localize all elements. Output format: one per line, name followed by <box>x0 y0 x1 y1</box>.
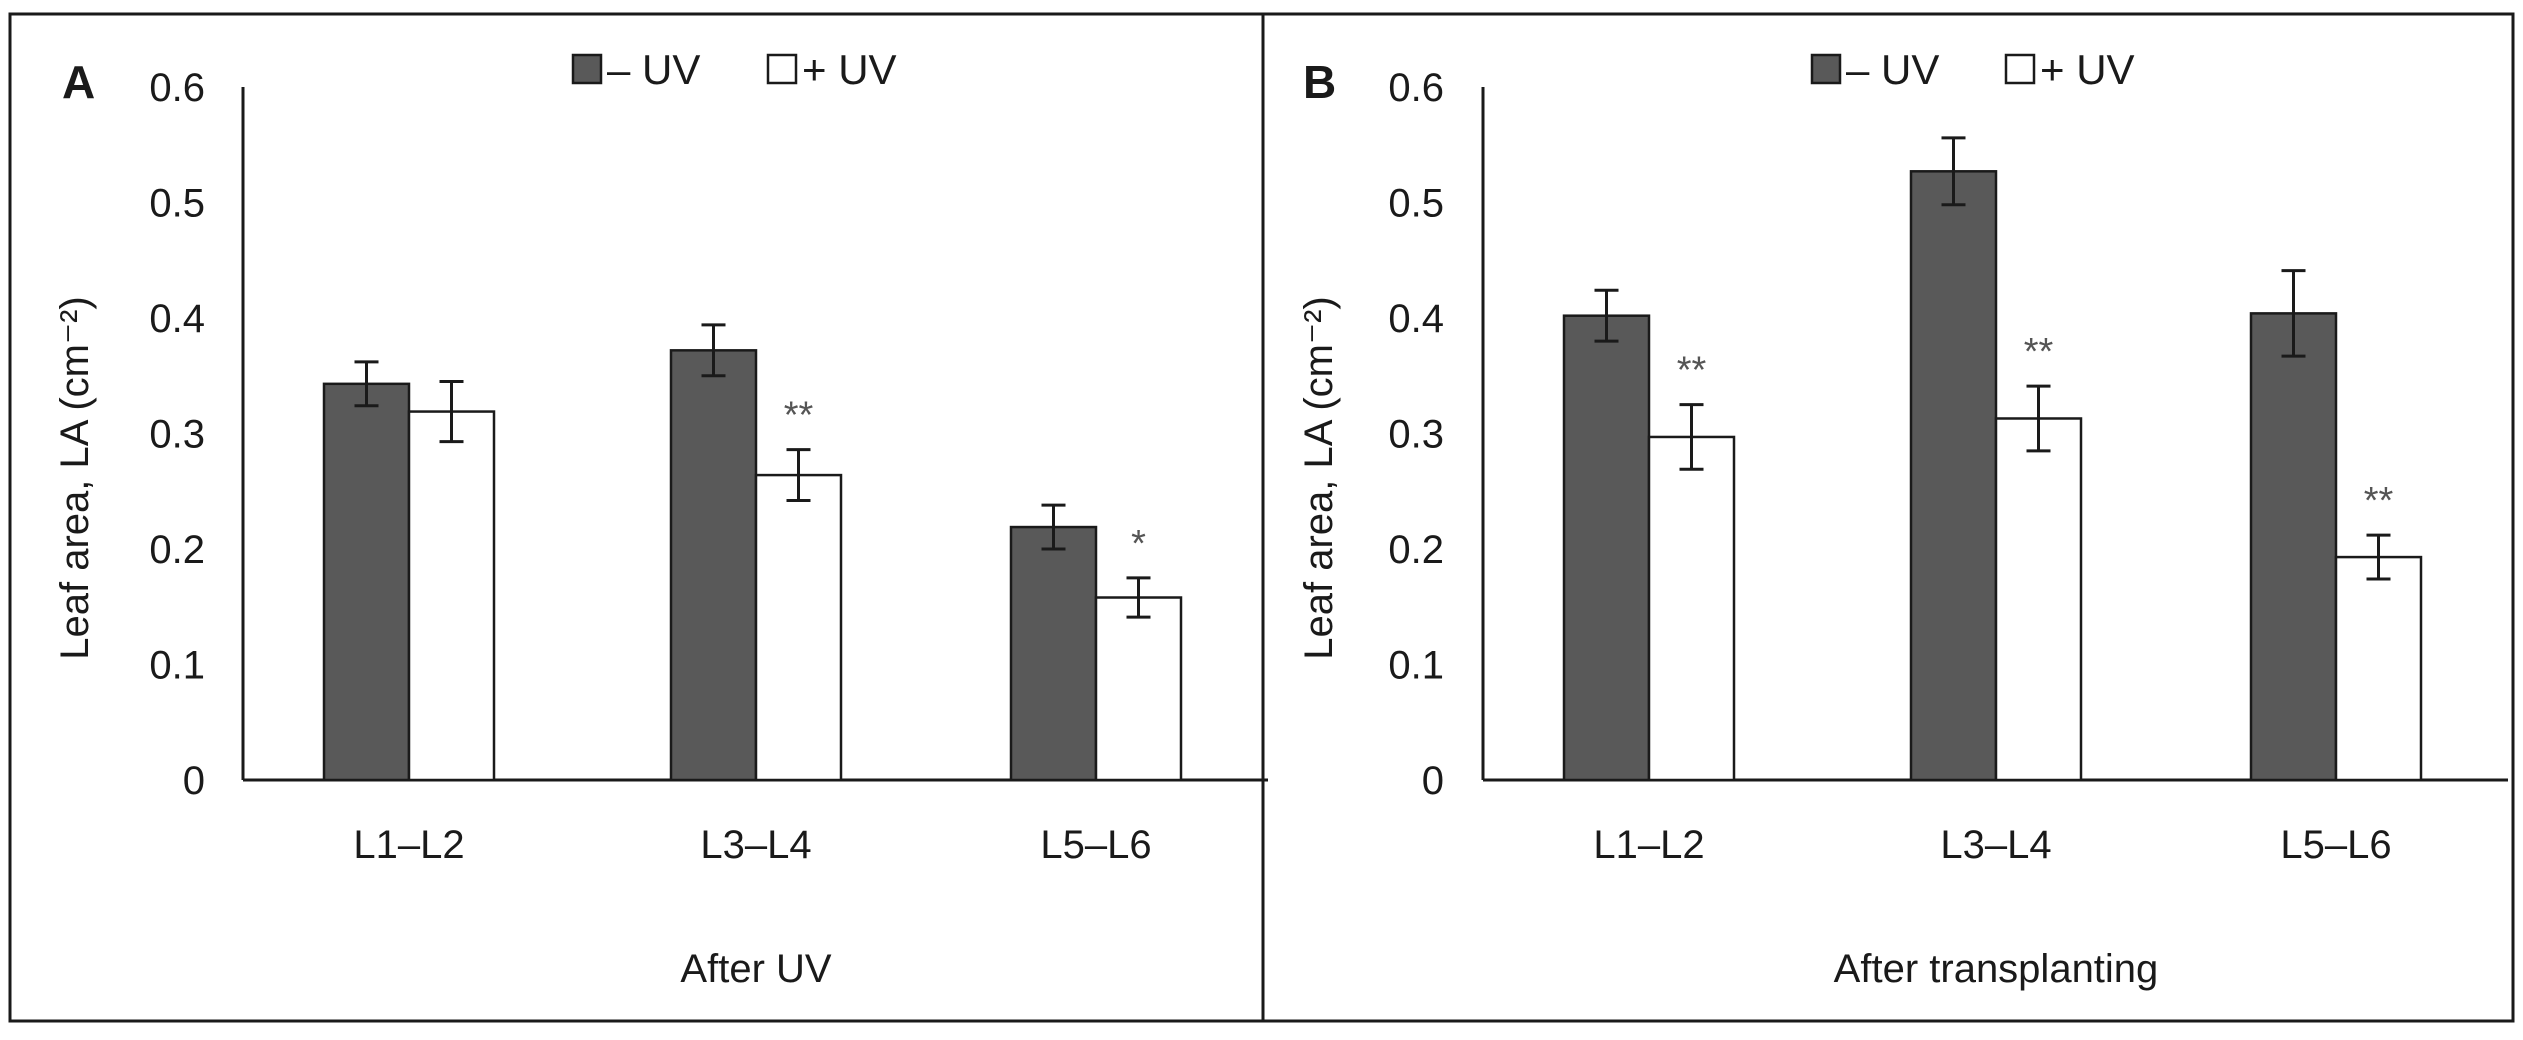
error-bar-minus-uv <box>1594 288 1619 343</box>
bar-minus-uv <box>1562 314 1651 782</box>
bar-plus-uv <box>2334 555 2423 782</box>
y-tick-label: 0.2 <box>149 528 205 572</box>
legend-swatch-minus-uv <box>571 53 603 85</box>
legend-label-plus-uv: + UV <box>2040 46 2135 93</box>
panel-a-x-axis-title: After UV <box>680 947 831 991</box>
error-bar-plus-uv <box>439 380 464 444</box>
legend-swatch-plus-uv <box>766 53 798 85</box>
y-tick-label: 0 <box>1422 759 1444 803</box>
significance-marker: ** <box>784 395 814 437</box>
error-bar-minus-uv <box>354 360 379 408</box>
panel-a-letter: A <box>62 56 95 108</box>
bar-minus-uv <box>669 349 758 782</box>
y-tick-label: 0.5 <box>1388 182 1444 226</box>
error-bar-plus-uv <box>786 448 811 502</box>
y-tick-label: 0.3 <box>149 413 205 457</box>
y-tick-label: 0.4 <box>1388 297 1444 341</box>
y-tick-label: 0.2 <box>1388 528 1444 572</box>
error-bar-minus-uv <box>1941 136 1966 207</box>
panel-a-plot: 00.10.20.30.40.50.6L1–L2 L3–L4 L5–L6*** <box>149 66 1268 867</box>
panel-b-plot: 0 0.1 0.2 0.3 0.4 0.5 0.6 L1–L2 L3–L4 L5–L6 ** ** ** <box>1388 66 2508 867</box>
panel-a-legend: – UV + UV <box>571 46 897 93</box>
significance-marker: ** <box>2024 331 2054 373</box>
y-tick-label: 0.6 <box>149 66 205 110</box>
x-category-label: L3–L4 <box>700 823 811 867</box>
error-bar-plus-uv <box>2366 533 2391 581</box>
error-bar-plus-uv <box>1679 403 1704 471</box>
panel-b-x-axis-title: After transplanting <box>1834 947 2159 991</box>
error-bar-minus-uv <box>2281 269 2306 358</box>
error-bar-plus-uv <box>1126 576 1151 619</box>
significance-marker: * <box>1131 523 1146 565</box>
x-category-label: L5–L6 <box>1040 823 1151 867</box>
legend-label-minus-uv: – UV <box>607 46 700 93</box>
legend-label-minus-uv: – UV <box>1846 46 1939 93</box>
significance-marker: ** <box>2364 480 2394 522</box>
bar-plus-uv <box>754 473 843 782</box>
bar-minus-uv <box>1009 525 1098 782</box>
panel-b-legend: – UV + UV <box>1810 46 2135 93</box>
y-tick-label: 0.3 <box>1388 413 1444 457</box>
panel-b-y-axis-label: Leaf area, LA (cm⁻²) <box>1297 296 1341 659</box>
x-category-label: L1–L2 <box>353 823 464 867</box>
y-tick-label: 0.5 <box>149 182 205 226</box>
bar-plus-uv <box>1094 596 1183 782</box>
legend-swatch-minus-uv <box>1810 53 1842 85</box>
error-bar-minus-uv <box>1041 503 1066 551</box>
bar-minus-uv <box>1909 170 1998 782</box>
bar-minus-uv <box>2249 312 2338 782</box>
y-tick-label: 0 <box>183 759 205 803</box>
bar-plus-uv <box>407 410 496 782</box>
y-tick-label: 0.1 <box>149 644 205 688</box>
bar-plus-uv <box>1647 435 1736 782</box>
significance-marker: ** <box>1677 350 1707 392</box>
bar-minus-uv <box>322 382 411 782</box>
bar-plus-uv <box>1994 417 2083 782</box>
x-category-label: L5–L6 <box>2280 823 2391 867</box>
y-tick-label: 0.6 <box>1388 66 1444 110</box>
panel-a-y-axis-label: Leaf area, LA (cm⁻²) <box>53 296 97 659</box>
panel-a-frame <box>8 12 1265 1023</box>
panel-a: A Leaf area, LA (cm⁻²) – UV + UV After U… <box>8 12 1268 1023</box>
y-tick-label: 0.4 <box>149 297 205 341</box>
x-category-label: L3–L4 <box>1940 823 2051 867</box>
legend-swatch-plus-uv <box>2004 53 2036 85</box>
error-bar-minus-uv <box>701 323 726 378</box>
panel-b-frame <box>1261 12 2515 1023</box>
legend-label-plus-uv: + UV <box>802 46 897 93</box>
y-tick-label: 0.1 <box>1388 644 1444 688</box>
panel-b-letter: B <box>1303 56 1336 108</box>
x-category-label: L1–L2 <box>1593 823 1704 867</box>
panel-b: B Leaf area, LA (cm⁻²) – UV + UV After t… <box>1261 12 2515 1023</box>
error-bar-plus-uv <box>2026 384 2051 453</box>
